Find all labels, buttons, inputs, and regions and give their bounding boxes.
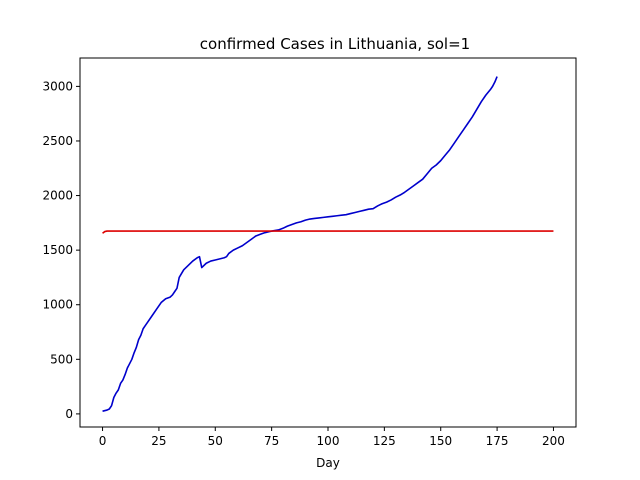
x-axis-label: Day [316,456,340,470]
y-tick-label: 0 [65,407,73,421]
series-layer [102,76,554,412]
x-tick-label: 125 [373,434,396,448]
plot-area [79,57,577,428]
y-tick-label: 1500 [42,243,73,257]
plot-frame [79,57,577,428]
x-tick-label: 150 [429,434,452,448]
y-tick-label: 2500 [42,134,73,148]
chart-title: confirmed Cases in Lithuania, sol=1 [200,35,470,53]
y-tick-label: 2000 [42,189,73,203]
x-tick-label: 100 [317,434,340,448]
y-tick-label: 3000 [42,79,73,93]
y-tick-label: 1000 [42,298,73,312]
x-axis: 0 25 50 75 100 125 150 175 200 [99,427,565,448]
series-line-1 [102,76,498,412]
series-line-2 [102,230,554,234]
x-tick-label: 50 [208,434,223,448]
x-tick-label: 25 [151,434,166,448]
y-axis: 0 500 1000 1500 2000 2500 3000 [42,79,80,421]
x-tick-label: 175 [486,434,509,448]
x-tick-label: 0 [99,434,107,448]
y-tick-label: 500 [50,352,73,366]
x-tick-label: 200 [542,434,565,448]
x-tick-label: 75 [264,434,279,448]
